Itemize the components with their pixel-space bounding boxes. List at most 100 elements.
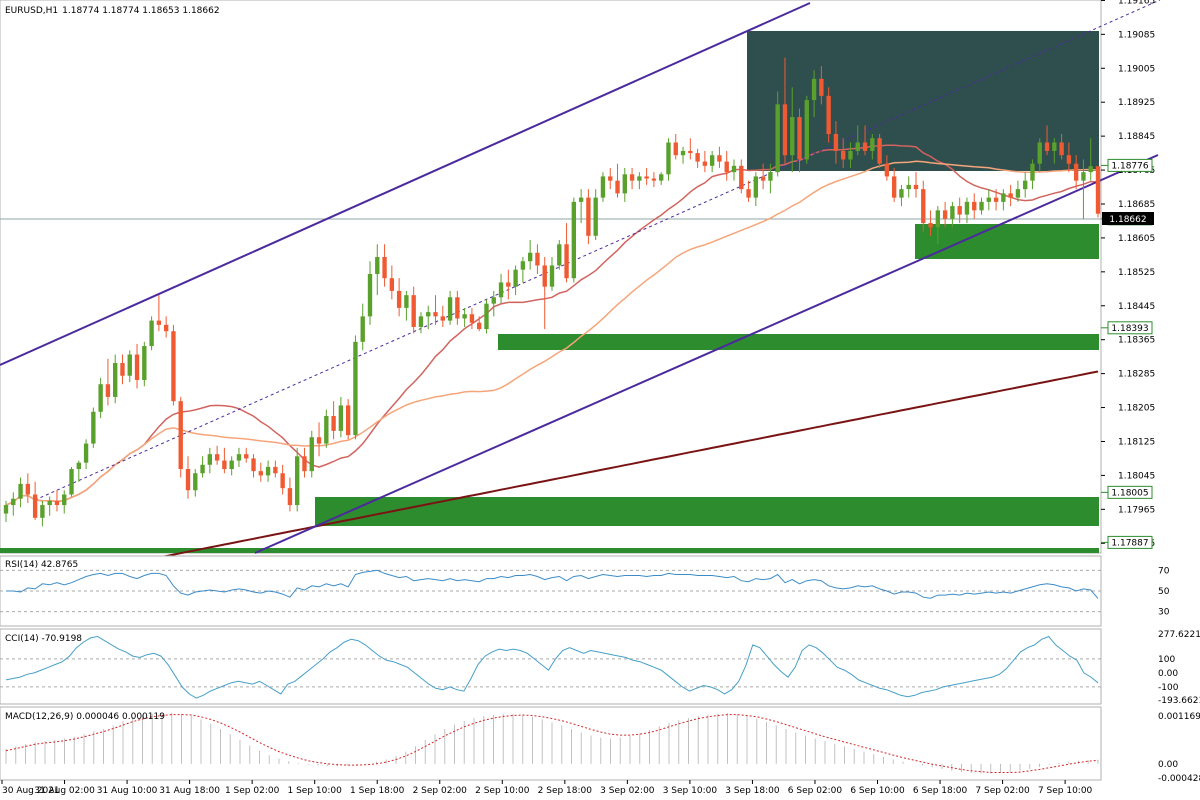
candle-body[interactable]	[156, 320, 162, 325]
candle-body[interactable]	[542, 265, 547, 287]
candle-body[interactable]	[790, 117, 795, 156]
candle-body[interactable]	[251, 458, 256, 472]
rsi-line[interactable]	[6, 569, 1099, 599]
candle-body[interactable]	[950, 206, 955, 219]
candle-body[interactable]	[69, 469, 74, 495]
candle-body[interactable]	[171, 331, 176, 402]
candle-body[interactable]	[134, 354, 140, 380]
sma-50-line[interactable]	[5, 144, 1099, 506]
candle-body[interactable]	[986, 197, 991, 202]
candle-body[interactable]	[47, 500, 52, 506]
candle-body[interactable]	[680, 150, 686, 156]
candle-body[interactable]	[513, 269, 518, 287]
candle-body[interactable]	[1059, 142, 1064, 156]
candle-body[interactable]	[709, 155, 715, 166]
candle-body[interactable]	[287, 488, 293, 506]
candle-body[interactable]	[877, 138, 882, 164]
candle-body[interactable]	[731, 165, 737, 173]
sma-100-line[interactable]	[5, 160, 1099, 506]
support-zone-2[interactable]	[498, 334, 1099, 350]
candle-body[interactable]	[1030, 163, 1035, 181]
candle-body[interactable]	[557, 244, 562, 266]
candle-body[interactable]	[389, 278, 395, 291]
candle-body[interactable]	[527, 252, 533, 262]
candle-body[interactable]	[848, 150, 853, 160]
candle-body[interactable]	[345, 405, 351, 436]
support-zone-1[interactable]	[915, 224, 1099, 259]
candle-body[interactable]	[935, 210, 941, 228]
candle-body[interactable]	[833, 134, 839, 151]
candle-body[interactable]	[797, 117, 802, 160]
macd-signal-line[interactable]	[5, 714, 1099, 773]
candle-body[interactable]	[972, 201, 977, 211]
candle-body[interactable]	[18, 483, 23, 499]
candle-body[interactable]	[651, 178, 657, 181]
sma-200-line[interactable]	[5, 370, 1099, 589]
candle-body[interactable]	[367, 273, 373, 317]
candle-body[interactable]	[353, 341, 358, 436]
candle-body[interactable]	[324, 416, 329, 444]
candle-body[interactable]	[447, 297, 453, 321]
candle-body[interactable]	[862, 142, 868, 151]
candle-body[interactable]	[163, 324, 169, 332]
candle-body[interactable]	[506, 282, 511, 287]
candle-body[interactable]	[659, 174, 664, 181]
candle-body[interactable]	[433, 312, 438, 317]
candle-body[interactable]	[185, 469, 191, 491]
candle-body[interactable]	[666, 142, 671, 175]
candle-body[interactable]	[564, 244, 569, 279]
candle-body[interactable]	[214, 454, 220, 461]
candle-body[interactable]	[222, 460, 227, 470]
candle-body[interactable]	[1073, 163, 1079, 181]
candle-body[interactable]	[309, 437, 314, 472]
rsi-pane[interactable]: RSI(14) 42.8765	[0, 555, 1102, 627]
channel-mid-line[interactable]	[34, 0, 1161, 501]
candle-body[interactable]	[746, 189, 751, 198]
candle-body[interactable]	[921, 189, 926, 224]
candle-body[interactable]	[928, 223, 933, 228]
candle-body[interactable]	[1044, 142, 1050, 151]
candle-body[interactable]	[870, 138, 875, 151]
candle-body[interactable]	[62, 494, 67, 506]
candle-body[interactable]	[578, 197, 584, 202]
channel-upper-line[interactable]	[0, 2, 811, 366]
candle-body[interactable]	[1001, 193, 1006, 202]
candle-body[interactable]	[244, 454, 249, 459]
candle-body[interactable]	[113, 363, 118, 397]
candle-body[interactable]	[375, 256, 380, 274]
candle-body[interactable]	[855, 142, 860, 151]
candle-body[interactable]	[83, 443, 89, 463]
candle-body[interactable]	[404, 295, 409, 308]
candle-body[interactable]	[178, 401, 183, 470]
candle-body[interactable]	[906, 184, 911, 190]
candle-body[interactable]	[91, 411, 96, 444]
candle-body[interactable]	[338, 405, 344, 431]
candle-body[interactable]	[498, 282, 504, 298]
candle-body[interactable]	[426, 312, 431, 317]
candle-body[interactable]	[644, 176, 649, 179]
candle-body[interactable]	[207, 454, 213, 465]
candle-body[interactable]	[1081, 172, 1086, 181]
candle-body[interactable]	[804, 100, 809, 160]
candle-body[interactable]	[455, 297, 460, 319]
candle-body[interactable]	[942, 210, 948, 219]
candle-body[interactable]	[768, 172, 773, 181]
candle-body[interactable]	[979, 201, 984, 211]
candle-body[interactable]	[295, 456, 300, 506]
candle-body[interactable]	[411, 295, 416, 327]
candle-body[interactable]	[200, 464, 205, 474]
candle-body[interactable]	[622, 174, 627, 194]
candle-body[interactable]	[76, 462, 81, 470]
candle-body[interactable]	[637, 176, 642, 181]
candle-body[interactable]	[258, 471, 263, 476]
candle-body[interactable]	[484, 303, 489, 330]
candle-body[interactable]	[1008, 193, 1013, 198]
candle-body[interactable]	[3, 505, 9, 514]
candle-body[interactable]	[826, 95, 831, 135]
candle-body[interactable]	[520, 261, 526, 270]
candle-body[interactable]	[331, 416, 336, 431]
candle-body[interactable]	[360, 316, 365, 342]
channel-lower-line[interactable]	[254, 154, 1159, 554]
candle-body[interactable]	[993, 197, 999, 202]
candle-body[interactable]	[418, 316, 424, 327]
